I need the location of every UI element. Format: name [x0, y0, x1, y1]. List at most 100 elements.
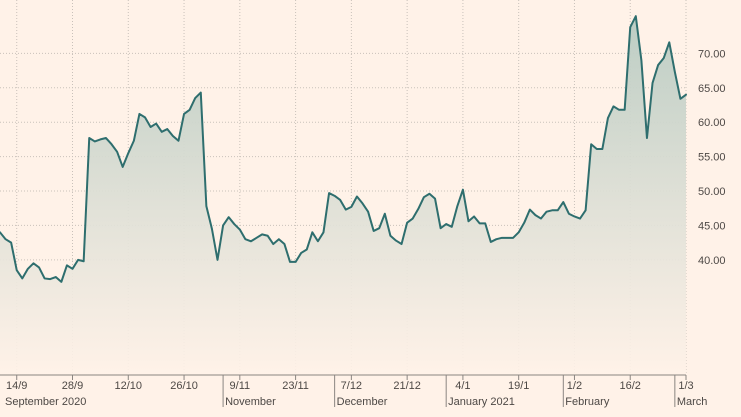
- data-point: [345, 208, 347, 210]
- data-point: [478, 222, 480, 224]
- data-point: [406, 221, 408, 223]
- data-point: [668, 41, 670, 43]
- data-point: [517, 231, 519, 233]
- data-point: [4, 238, 6, 240]
- data-point: [674, 71, 676, 73]
- data-point: [590, 143, 592, 145]
- data-point: [144, 116, 146, 118]
- data-point: [389, 235, 391, 237]
- data-point: [322, 231, 324, 233]
- data-point: [629, 26, 631, 28]
- data-point: [239, 228, 241, 230]
- data-point: [378, 227, 380, 229]
- area-fill: [0, 16, 686, 375]
- data-point: [82, 260, 84, 262]
- y-tick-label: 60.00: [698, 117, 726, 129]
- data-point: [88, 137, 90, 139]
- data-point: [384, 213, 386, 215]
- data-point: [651, 82, 653, 84]
- data-point: [540, 217, 542, 219]
- month-label: March: [677, 396, 708, 408]
- x-tick-label: 1/2: [567, 380, 582, 392]
- data-point: [350, 206, 352, 208]
- data-point: [423, 196, 425, 198]
- data-point: [372, 230, 374, 232]
- data-point: [43, 277, 45, 279]
- y-tick-label: 45.00: [698, 220, 726, 232]
- data-point: [306, 248, 308, 250]
- data-point: [300, 252, 302, 254]
- data-point: [451, 226, 453, 228]
- data-point: [133, 140, 135, 142]
- data-point: [267, 235, 269, 237]
- data-point: [612, 105, 614, 107]
- data-point: [529, 208, 531, 210]
- data-point: [339, 199, 341, 201]
- data-point: [77, 259, 79, 261]
- data-point: [294, 261, 296, 263]
- x-tick-label: 21/12: [393, 380, 421, 392]
- month-label: November: [225, 396, 276, 408]
- x-tick-label: 4/1: [455, 380, 470, 392]
- data-point: [361, 202, 363, 204]
- data-point: [188, 109, 190, 111]
- data-point: [99, 138, 101, 140]
- data-point: [289, 261, 291, 263]
- x-tick-label: 7/12: [341, 380, 362, 392]
- x-tick-label: 16/2: [620, 380, 641, 392]
- data-point: [172, 135, 174, 137]
- data-point: [21, 277, 23, 279]
- data-point: [412, 217, 414, 219]
- data-point: [400, 243, 402, 245]
- data-point: [490, 241, 492, 243]
- data-point: [456, 205, 458, 207]
- data-point: [200, 91, 202, 93]
- data-point: [261, 233, 263, 235]
- data-point: [439, 227, 441, 229]
- data-point: [395, 239, 397, 241]
- y-tick-label: 70.00: [698, 48, 726, 60]
- data-point: [512, 237, 514, 239]
- data-point: [278, 238, 280, 240]
- data-point: [16, 269, 18, 271]
- data-point: [557, 209, 559, 211]
- month-label: December: [337, 396, 388, 408]
- data-point: [71, 268, 73, 270]
- data-point: [356, 195, 358, 197]
- month-label: February: [565, 396, 610, 408]
- data-point: [333, 195, 335, 197]
- data-point: [205, 205, 207, 207]
- data-point: [367, 210, 369, 212]
- data-point: [579, 217, 581, 219]
- data-point: [38, 266, 40, 268]
- data-point: [166, 128, 168, 130]
- data-point: [161, 131, 163, 133]
- month-label: September 2020: [5, 396, 86, 408]
- data-point: [127, 152, 129, 154]
- x-tick-label: 28/9: [62, 380, 83, 392]
- area-fill-layer: [0, 16, 686, 375]
- data-point: [60, 281, 62, 283]
- data-point: [32, 262, 34, 264]
- x-tick-label: 9/11: [230, 380, 251, 392]
- data-point: [255, 237, 257, 239]
- data-point: [194, 97, 196, 99]
- x-tick-label: 14/9: [6, 380, 27, 392]
- data-point: [657, 64, 659, 66]
- data-point: [27, 268, 29, 270]
- data-point: [473, 215, 475, 217]
- data-point: [462, 188, 464, 190]
- data-point: [545, 210, 547, 212]
- data-point: [66, 264, 68, 266]
- data-point: [646, 137, 648, 139]
- data-point: [506, 237, 508, 239]
- data-point: [155, 122, 157, 124]
- data-point: [551, 209, 553, 211]
- data-point: [607, 117, 609, 119]
- data-point: [434, 197, 436, 199]
- y-tick-label: 40.00: [698, 255, 726, 267]
- data-point: [685, 93, 687, 95]
- data-point: [568, 213, 570, 215]
- data-point: [534, 214, 536, 216]
